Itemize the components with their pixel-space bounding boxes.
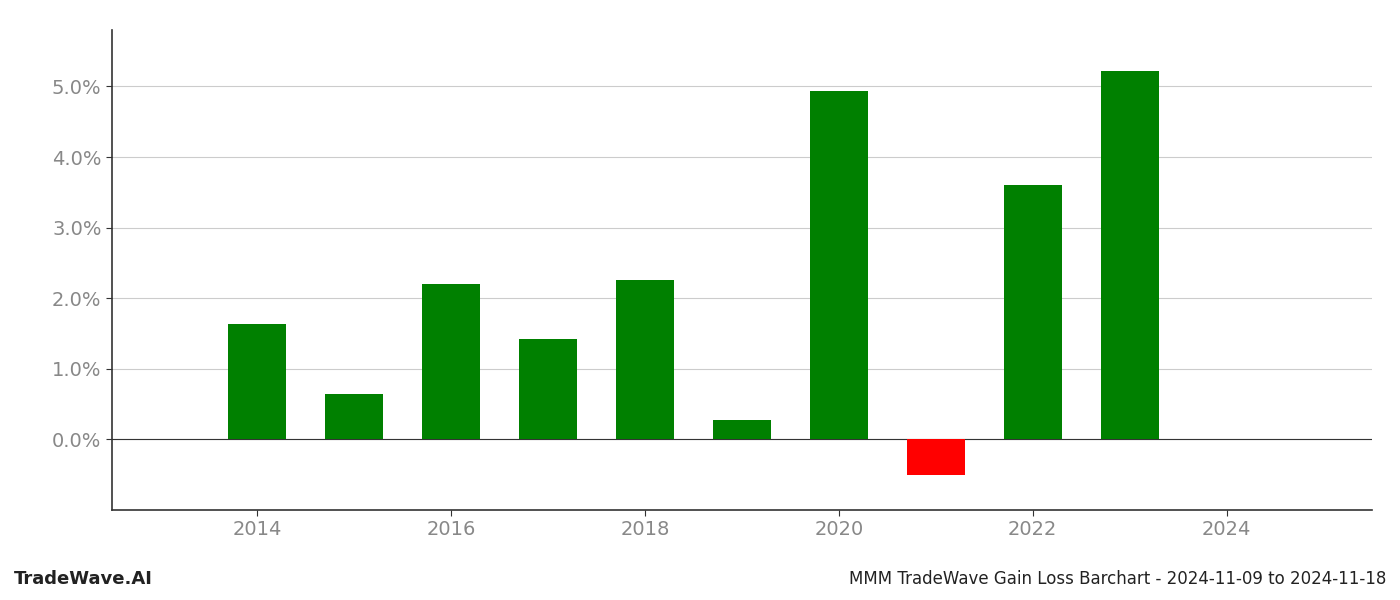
- Bar: [1004, 185, 1061, 439]
- Bar: [519, 339, 577, 439]
- Bar: [423, 284, 480, 439]
- Bar: [907, 439, 965, 475]
- Bar: [616, 280, 675, 439]
- Bar: [228, 325, 287, 439]
- Text: TradeWave.AI: TradeWave.AI: [14, 570, 153, 588]
- Text: MMM TradeWave Gain Loss Barchart - 2024-11-09 to 2024-11-18: MMM TradeWave Gain Loss Barchart - 2024-…: [848, 570, 1386, 588]
- Bar: [809, 91, 868, 439]
- Bar: [713, 419, 771, 439]
- Bar: [325, 394, 384, 439]
- Bar: [1100, 71, 1159, 439]
